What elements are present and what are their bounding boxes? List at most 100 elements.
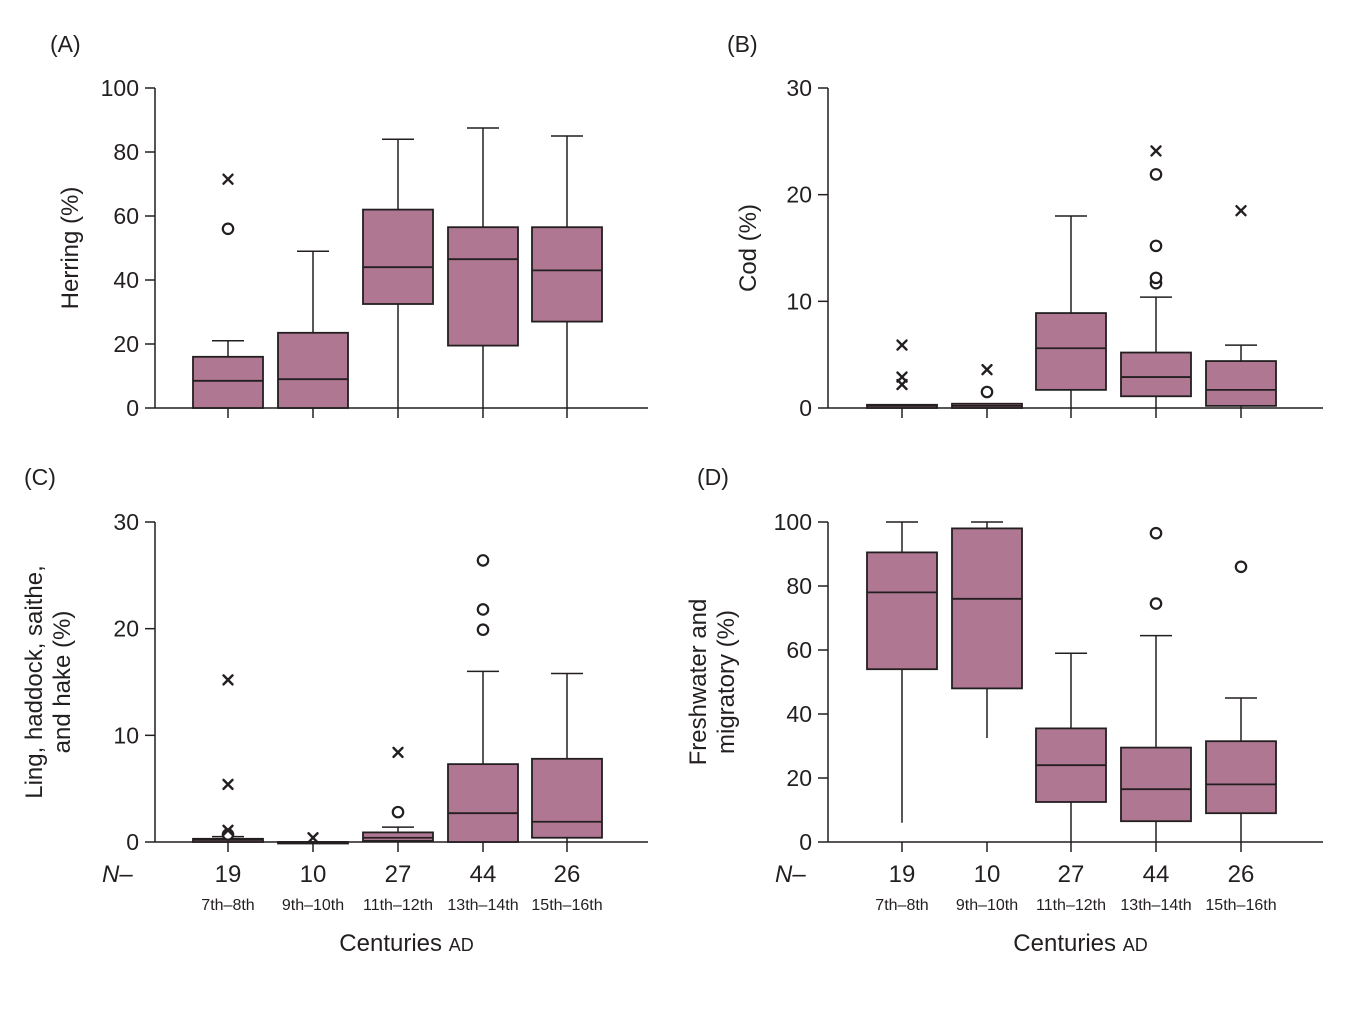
y-tick-label: 30	[786, 75, 812, 101]
outlier-circle	[476, 603, 490, 616]
n-count-label: 26	[1228, 861, 1255, 888]
outlier-star-stroke	[222, 824, 234, 836]
y-tick-label: 100	[774, 509, 812, 535]
iqr-box	[1205, 360, 1277, 407]
x-axis-title-suffix: AD	[449, 935, 474, 955]
y-tick-label: 100	[101, 75, 139, 101]
y-tick-label: 40	[786, 701, 812, 727]
y-tick-label: 80	[113, 139, 139, 165]
iqr-box	[277, 331, 349, 409]
outlier-star-stroke	[222, 674, 234, 686]
outlier-circle	[1149, 597, 1163, 610]
x-tick-label: 11th–12th	[363, 897, 433, 914]
box-1	[192, 674, 264, 843]
panel-c: (C) 0 10 20 30 Ling, haddock, saithe,and hake…	[21, 464, 648, 957]
outlier-circle	[476, 623, 490, 637]
outlier-circle	[1149, 239, 1163, 253]
y-axis-title: Herring (%)	[57, 187, 84, 310]
box-3	[362, 138, 434, 408]
outlier-circle	[980, 385, 994, 399]
outlier-star	[222, 824, 234, 836]
y-tick-label: 10	[786, 288, 812, 314]
x-axis-title-main: Centuries	[1013, 930, 1122, 957]
y-axis-title-line: migratory (%)	[713, 610, 740, 754]
panel-d: (D) 0 20 40 60 80 100 Freshwater andmigratory (…	[685, 464, 1323, 957]
outlier-star	[392, 746, 404, 759]
box-1	[192, 173, 264, 409]
outlier-star-stroke	[1150, 145, 1162, 157]
iqr-box	[447, 763, 519, 843]
outlier-circle	[221, 222, 235, 236]
y-tick-label: 10	[113, 722, 139, 748]
outlier-star-stroke	[222, 173, 234, 185]
iqr-box	[866, 551, 938, 671]
box-1	[866, 521, 938, 823]
n-prefix-label: N–	[102, 861, 133, 888]
box-5	[1205, 204, 1277, 408]
iqr-box	[447, 226, 519, 347]
n-count-label: 44	[1143, 861, 1170, 888]
y-tick-label: 40	[113, 267, 139, 293]
n-count-label: 10	[300, 861, 327, 888]
box-3	[1035, 652, 1107, 842]
iqr-box	[1035, 312, 1107, 391]
outlier-star	[1150, 145, 1162, 157]
iqr-box	[951, 527, 1023, 690]
outlier-star	[222, 778, 234, 791]
outlier-star-stroke	[392, 746, 404, 759]
y-axis-title-line: Freshwater and	[685, 599, 712, 766]
x-axis-title-suffix: AD	[1123, 935, 1148, 955]
outlier-star-stroke	[981, 363, 993, 376]
outlier-star-stroke	[1235, 204, 1247, 217]
n-prefix-label: N–	[775, 861, 806, 888]
x-tick-label: 7th–8th	[201, 897, 254, 914]
x-tick-label: 13th–14th	[447, 897, 518, 914]
n-count-label: 10	[974, 861, 1001, 888]
box-3	[1035, 215, 1107, 408]
y-axis-title: Ling, haddock, saithe,and hake (%)	[21, 565, 76, 799]
panel-label: (C)	[24, 464, 56, 490]
x-axis-title-main: Centuries	[339, 930, 448, 957]
box-5	[531, 672, 603, 842]
x-tick-label: 9th–10th	[956, 897, 1018, 914]
x-tick-label: 7th–8th	[875, 897, 928, 914]
y-axis-title: Cod (%)	[735, 204, 762, 292]
y-tick-label: 0	[799, 829, 812, 855]
outlier-circle	[391, 805, 405, 819]
x-tick-label: 11th–12th	[1036, 897, 1106, 914]
iqr-box	[531, 757, 603, 839]
outlier-star	[981, 363, 993, 376]
box-5	[1205, 560, 1277, 842]
y-tick-label: 0	[126, 395, 139, 421]
iqr-box	[531, 226, 603, 323]
y-tick-label: 30	[113, 509, 139, 535]
y-axis-title-line: Herring (%)	[57, 187, 84, 310]
iqr-box	[1120, 351, 1192, 398]
y-tick-label: 20	[786, 765, 812, 791]
box-2	[951, 363, 1023, 409]
x-axis-title: Centuries AD	[1013, 930, 1147, 957]
y-axis-title-line: and hake (%)	[49, 611, 76, 754]
x-tick-label: 15th–16th	[531, 897, 602, 914]
x-tick-label: 13th–14th	[1120, 897, 1191, 914]
y-tick-label: 60	[113, 203, 139, 229]
iqr-box	[192, 355, 264, 409]
y-tick-label: 20	[786, 182, 812, 208]
y-tick-label: 60	[786, 637, 812, 663]
x-tick-label: 15th–16th	[1205, 897, 1276, 914]
n-count-label: 27	[385, 861, 412, 888]
outlier-star	[222, 674, 234, 686]
n-count-label: 26	[554, 861, 581, 888]
outlier-star	[222, 173, 234, 185]
y-tick-label: 0	[799, 395, 812, 421]
y-axis-title: Freshwater andmigratory (%)	[685, 599, 740, 766]
y-tick-label: 20	[113, 331, 139, 357]
outlier-circle	[1149, 526, 1163, 540]
box-2	[277, 250, 349, 409]
x-tick-label: 9th–10th	[282, 897, 344, 914]
iqr-box	[362, 831, 434, 842]
outlier-star	[896, 339, 908, 351]
iqr-box	[362, 208, 434, 305]
